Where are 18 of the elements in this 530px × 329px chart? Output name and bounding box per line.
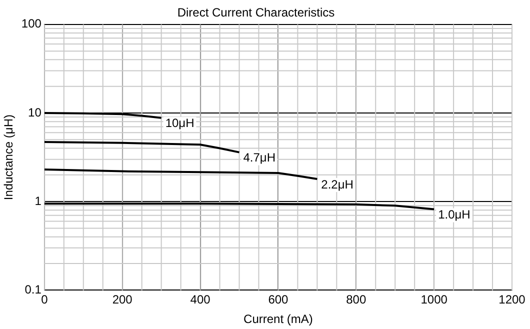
- annotation: 2.2μH: [321, 177, 354, 192]
- y-tick-label: 1: [34, 194, 42, 208]
- x-tick-label: 0: [41, 292, 48, 307]
- x-tick-label: 600: [268, 292, 289, 307]
- chart-title: Direct Current Characteristics: [177, 6, 335, 20]
- annotation: 4.7μH: [243, 150, 276, 165]
- x-tick-label: 400: [190, 292, 211, 307]
- annotation: 1.0μH: [438, 208, 470, 222]
- y-tick-label: 0.1: [24, 282, 42, 297]
- x-tick-label: 1200: [498, 292, 526, 307]
- x-tick-label: 800: [346, 292, 366, 307]
- y-tick-label: 100: [21, 16, 42, 31]
- x-tick-label: 1000: [420, 292, 448, 307]
- y-axis-title: Inductance (μH): [2, 114, 16, 200]
- x-tick-label: 200: [112, 292, 133, 307]
- annotation: 10μH: [165, 116, 194, 130]
- y-tick-label: 10: [28, 105, 42, 120]
- x-axis-title: Current (mA): [244, 312, 313, 326]
